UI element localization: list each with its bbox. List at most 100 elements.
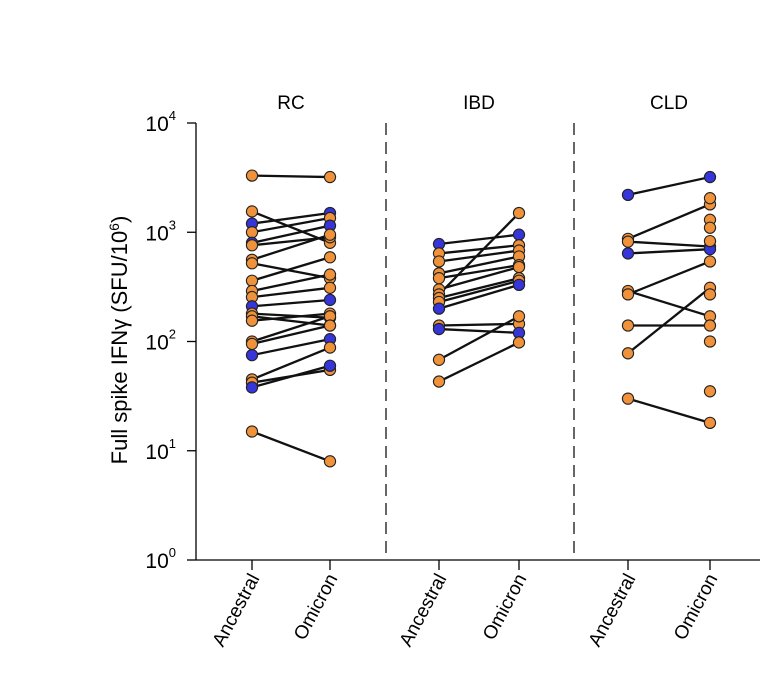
pair-line xyxy=(251,364,331,389)
pair-line xyxy=(438,315,520,361)
ancestral-point xyxy=(432,353,446,366)
omicron-point xyxy=(323,293,337,307)
y-tick-label: 103 xyxy=(145,217,176,245)
pair-line xyxy=(627,203,711,240)
pair-line xyxy=(627,248,711,255)
ancestral-point xyxy=(245,226,259,239)
ancestral-point xyxy=(432,302,446,315)
ancestral-point xyxy=(621,235,635,248)
pair-line xyxy=(251,262,331,280)
omicron-point xyxy=(323,228,337,241)
pair-line xyxy=(251,256,331,282)
pair-line xyxy=(251,312,331,319)
pair-line xyxy=(438,233,520,246)
pair-line xyxy=(627,286,711,355)
y-tick-label-exp: 4 xyxy=(169,108,176,123)
pair-line xyxy=(251,315,331,343)
panel-rc: RC Ancestral Omicron xyxy=(209,93,343,650)
ancestral-point xyxy=(245,314,259,327)
ancestral-point xyxy=(621,319,635,332)
y-tick-label-exp: 0 xyxy=(169,545,176,560)
pair-line xyxy=(251,324,331,346)
omicron-point xyxy=(323,281,337,294)
omicron-point xyxy=(703,385,717,398)
y-tick-label-base: 10 xyxy=(145,441,168,464)
y-tick-label-base: 10 xyxy=(145,222,168,245)
pair-line xyxy=(251,312,331,322)
pair-line xyxy=(251,286,331,299)
pair-line xyxy=(627,240,711,248)
y-tick-label: 101 xyxy=(145,436,176,464)
pair-line xyxy=(438,265,520,291)
pair-line xyxy=(251,174,331,179)
pair-line xyxy=(627,289,711,318)
ancestral-point xyxy=(245,169,259,182)
ancestral-point xyxy=(245,257,259,270)
ancestral-point xyxy=(621,347,635,360)
omicron-point xyxy=(512,206,526,220)
pair-line xyxy=(251,298,331,308)
panel-dividers xyxy=(385,123,575,560)
omicron-point xyxy=(703,319,717,332)
y-axis-title-close: ) xyxy=(107,216,132,223)
x-tick-label-ancestral: Ancestral xyxy=(396,570,452,650)
ancestral-point xyxy=(432,322,446,336)
omicron-point xyxy=(323,455,337,468)
omicron-point xyxy=(703,170,717,184)
ancestral-point xyxy=(245,348,259,362)
omicron-point xyxy=(703,221,717,234)
y-tick-label-base: 10 xyxy=(145,113,168,136)
pair-line xyxy=(251,233,331,261)
pair-line xyxy=(438,327,520,334)
pair-line xyxy=(627,397,711,424)
ancestral-point xyxy=(621,392,635,405)
omicron-point xyxy=(512,228,526,241)
y-axis-title-exp: 6 xyxy=(106,223,122,231)
omicron-point xyxy=(323,251,337,264)
pair-line xyxy=(627,175,711,196)
ancestral-point xyxy=(432,255,446,268)
y-axis-title-base: Full spike IFNγ (SFU/10 xyxy=(107,231,132,465)
ancestral-point xyxy=(621,247,635,260)
y-tick-label: 102 xyxy=(145,327,176,355)
pair-line xyxy=(251,315,331,327)
pair-line xyxy=(438,264,520,280)
omicron-point xyxy=(703,416,717,430)
omicron-point xyxy=(512,336,526,349)
panel-title: CLD xyxy=(650,93,688,114)
pair-line xyxy=(438,255,520,275)
pair-line xyxy=(438,249,520,263)
y-tick-label: 104 xyxy=(145,108,176,136)
ancestral-point xyxy=(245,381,259,394)
omicron-point xyxy=(703,192,717,205)
panel-ibd: IBD Ancestral Omicron xyxy=(396,93,532,650)
omicron-point xyxy=(323,170,337,184)
x-tick-label-omicron: Omicron xyxy=(670,570,722,643)
pair-line xyxy=(251,430,331,463)
x-tick-label-ancestral: Ancestral xyxy=(585,570,641,650)
ancestral-point xyxy=(245,425,259,438)
ancestral-point xyxy=(245,337,259,351)
pair-line xyxy=(438,212,520,296)
x-tick-label-ancestral: Ancestral xyxy=(209,570,265,650)
x-tick-label-omicron: Omicron xyxy=(290,570,342,643)
pair-line xyxy=(251,224,331,244)
ancestral-point xyxy=(621,288,635,301)
ancestral-point xyxy=(245,274,259,287)
omicron-point xyxy=(703,335,717,348)
omicron-point xyxy=(703,234,717,248)
y-tick-label-base: 10 xyxy=(145,332,168,355)
y-tick-label-exp: 1 xyxy=(169,436,176,451)
omicron-point xyxy=(703,288,717,301)
omicron-point xyxy=(703,255,717,268)
omicron-point xyxy=(512,310,526,323)
ancestral-point xyxy=(245,239,259,252)
omicron-point xyxy=(323,359,337,372)
ancestral-point xyxy=(245,205,259,218)
pair-line xyxy=(251,211,331,225)
y-axis-title: Full spike IFNγ (SFU/106) xyxy=(106,216,132,465)
y-tick-label-base: 10 xyxy=(145,550,168,573)
